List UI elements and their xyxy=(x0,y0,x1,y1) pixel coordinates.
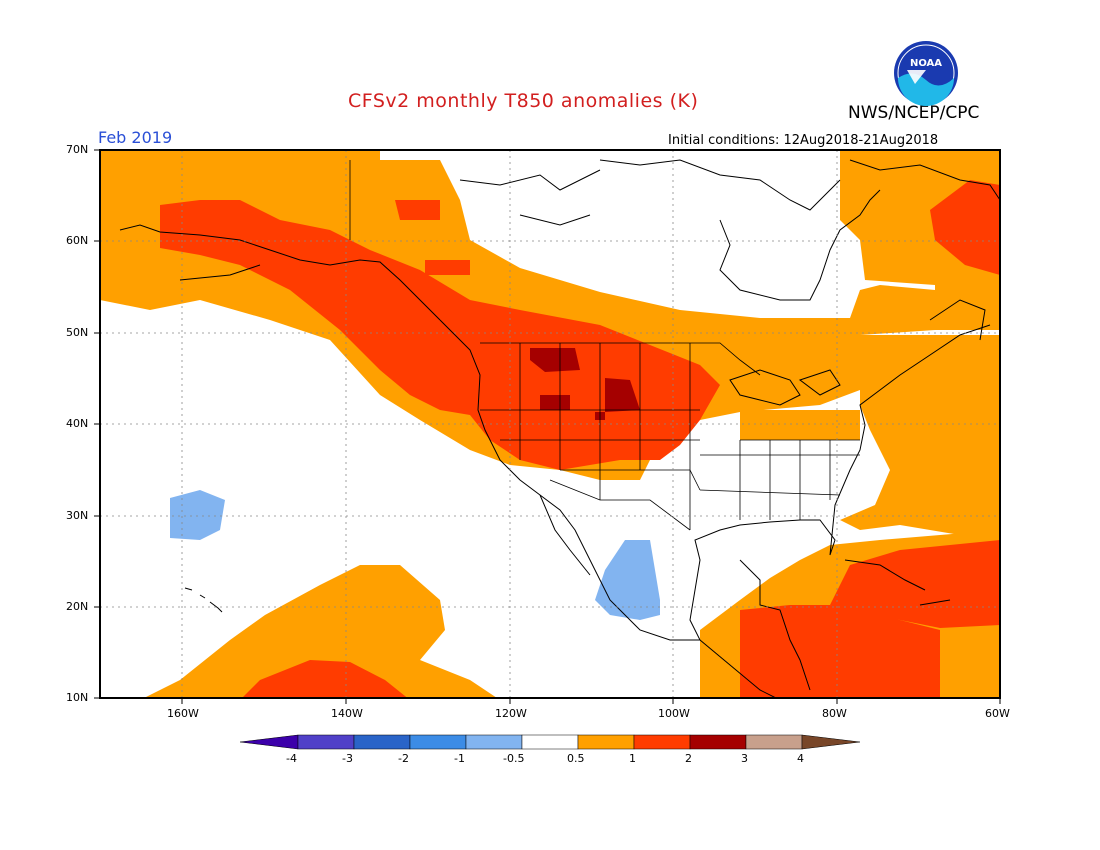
org-label: NWS/NCEP/CPC xyxy=(848,103,980,123)
lat-label: 30N xyxy=(66,509,89,522)
legend-swatch xyxy=(577,734,635,750)
legend-label: 3 xyxy=(741,752,748,765)
state-boundaries xyxy=(349,160,860,531)
forecast-month: Feb 2019 xyxy=(98,128,173,147)
anomaly-band-blue xyxy=(170,490,660,620)
map-title: CFSv2 monthly T850 anomalies (K) xyxy=(348,90,699,112)
legend-label: -1 xyxy=(454,752,465,765)
color-legend xyxy=(239,734,861,750)
anomaly-band-red xyxy=(160,180,1000,698)
legend-label: -0.5 xyxy=(503,752,525,765)
lon-label: 100W xyxy=(658,707,690,720)
lat-label: 20N xyxy=(66,600,89,613)
lon-label: 60W xyxy=(985,707,1010,720)
legend-swatch xyxy=(745,734,803,750)
legend-label: 0.5 xyxy=(567,752,585,765)
legend-arrow-high xyxy=(801,734,861,750)
noaa-logo-icon: NOAA xyxy=(894,41,958,106)
lon-label: 140W xyxy=(331,707,363,720)
legend-swatch xyxy=(297,734,355,750)
legend-swatch xyxy=(409,734,467,750)
graticule xyxy=(100,150,1000,698)
anomaly-map xyxy=(94,149,1001,704)
legend-label: -3 xyxy=(342,752,353,765)
lat-label: 10N xyxy=(66,691,89,704)
legend-swatch xyxy=(465,734,523,750)
coastlines xyxy=(119,159,1000,698)
lat-label: 50N xyxy=(66,326,89,339)
legend-label: 4 xyxy=(797,752,804,765)
lon-label: 160W xyxy=(167,707,199,720)
logo-text: NOAA xyxy=(910,58,942,69)
legend-swatch xyxy=(521,734,579,750)
lat-label: 60N xyxy=(66,234,89,247)
legend-label: 2 xyxy=(685,752,692,765)
legend-arrow-low xyxy=(239,734,299,750)
lon-label: 120W xyxy=(495,707,527,720)
legend-label: -2 xyxy=(398,752,409,765)
legend-label: 1 xyxy=(629,752,636,765)
anomaly-band-darkred xyxy=(530,348,640,420)
legend-swatch xyxy=(689,734,747,750)
legend-swatch xyxy=(633,734,691,750)
axis-ticks xyxy=(94,149,1001,704)
lat-label: 70N xyxy=(66,143,89,156)
initial-conditions: Initial conditions: 12Aug2018-21Aug2018 xyxy=(668,133,939,148)
legend-label: -4 xyxy=(286,752,297,765)
lon-label: 80W xyxy=(822,707,847,720)
lat-label: 40N xyxy=(66,417,89,430)
legend-swatch xyxy=(353,734,411,750)
